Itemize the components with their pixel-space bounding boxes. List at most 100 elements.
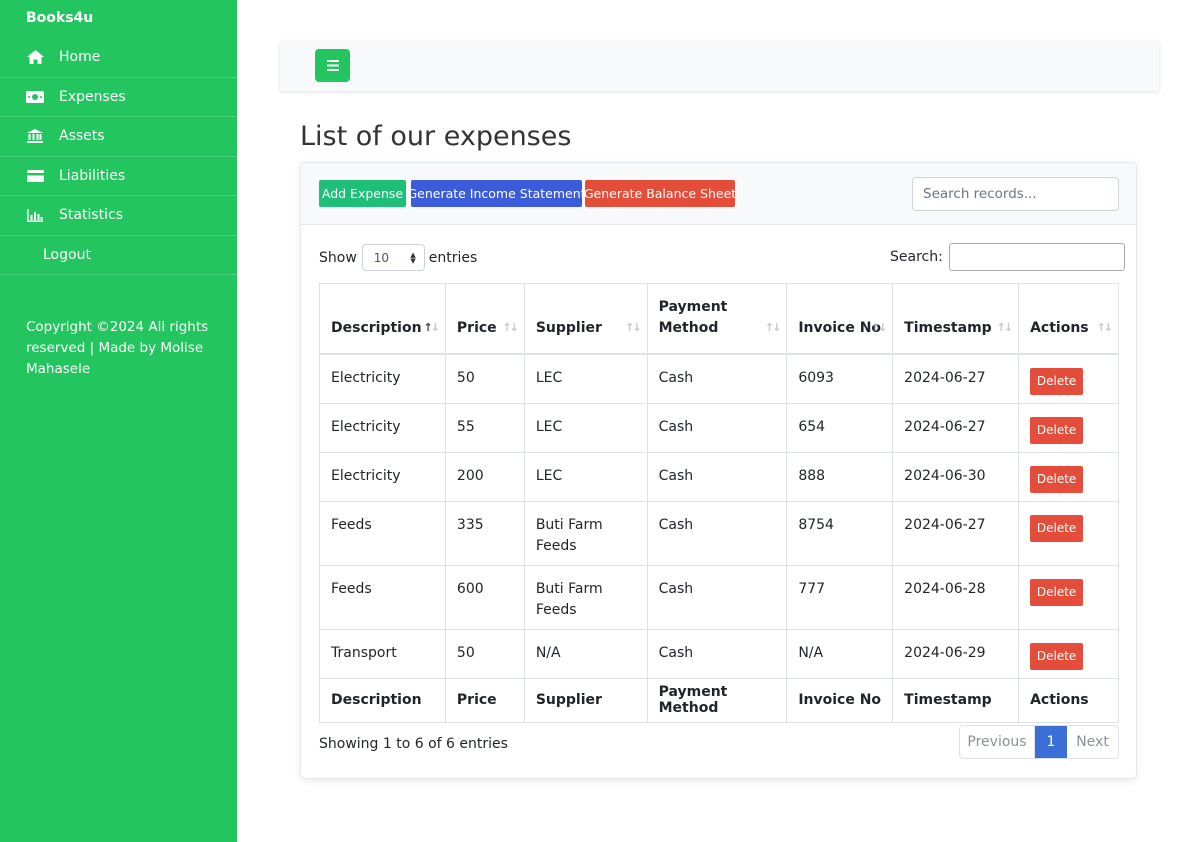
sidebar-item-label: Liabilities: [59, 167, 126, 184]
sort-icon: ↑↓: [423, 321, 440, 334]
column-header-invoice-no[interactable]: Invoice No ↑↓: [786, 283, 894, 355]
column-header-label: Actions: [1030, 320, 1089, 336]
cell-invoice-no: 8754: [786, 500, 894, 566]
cell-description: Electricity: [319, 451, 446, 502]
generate-balance-sheet-button[interactable]: Generate Balance Sheet: [584, 180, 736, 207]
cell-actions: Delete: [1018, 451, 1119, 502]
delete-button[interactable]: Delete: [1030, 416, 1084, 444]
cell-payment-method: Cash: [646, 500, 788, 566]
cell-invoice-no: 888: [786, 451, 894, 502]
sidebar-item-assets[interactable]: Assets: [0, 117, 237, 157]
sidebar: Books4u Home Expenses Assets Liabilities: [0, 0, 237, 842]
delete-button[interactable]: Delete: [1030, 642, 1084, 670]
table-row: Transport 50 N/A Cash N/A 2024-06-29 Del…: [319, 628, 1119, 679]
cell-timestamp: 2024-06-27: [892, 402, 1020, 453]
cell-timestamp: 2024-06-27: [892, 500, 1020, 566]
sidebar-item-home[interactable]: Home: [0, 38, 237, 78]
delete-button[interactable]: Delete: [1030, 368, 1084, 395]
cell-price: 335: [444, 500, 525, 566]
cell-timestamp: 2024-06-29: [892, 628, 1020, 679]
entries-select[interactable]: 10 ▲ ▼: [361, 244, 425, 271]
cell-price: 55: [444, 402, 525, 453]
top-navbar: [280, 41, 1159, 91]
cell-description: Electricity: [319, 402, 446, 453]
footer-header-supplier: Supplier: [523, 677, 648, 723]
cell-price: 200: [444, 451, 525, 502]
column-header-actions[interactable]: Actions ↑↓: [1018, 283, 1119, 355]
footer-header-invoice-no: Invoice No: [786, 677, 894, 723]
column-header-description[interactable]: Description ↑↓: [319, 283, 446, 355]
credit-card-icon: [26, 169, 44, 183]
cell-actions: Delete: [1018, 564, 1119, 630]
cell-timestamp: 2024-06-30: [892, 451, 1020, 502]
add-expense-button[interactable]: Add Expense: [319, 180, 406, 207]
sidebar-toggle-button[interactable]: [315, 49, 350, 82]
column-header-price[interactable]: Price ↑↓: [444, 283, 525, 355]
generate-income-statement-button[interactable]: Generate Income Statement: [407, 180, 586, 207]
column-header-label: Supplier: [535, 320, 602, 336]
pagination-next-button[interactable]: Next: [1076, 734, 1109, 750]
table-search-input[interactable]: [948, 243, 1125, 271]
search-label: Search:: [890, 249, 943, 265]
cell-timestamp: 2024-06-27: [892, 353, 1020, 404]
cell-supplier: LEC: [523, 353, 648, 404]
column-header-label: Price: [456, 320, 497, 336]
delete-button[interactable]: Delete: [1030, 514, 1084, 542]
cell-description: Transport: [319, 628, 446, 679]
cell-supplier: Buti Farm Feeds: [523, 564, 648, 630]
sidebar-item-label: Statistics: [59, 207, 123, 224]
select-arrows-icon: ▲ ▼: [410, 250, 416, 265]
sort-icon: ↑↓: [764, 321, 782, 334]
card-header: Add Expense Generate Income Statement Ge…: [301, 163, 1136, 225]
cell-actions: Delete: [1018, 628, 1119, 679]
entries-length-control: Show 10 ▲ ▼ entries: [319, 244, 477, 271]
cell-description: Feeds: [319, 500, 446, 566]
sort-icon: ↑↓: [870, 321, 888, 334]
cell-supplier: N/A: [523, 628, 648, 679]
cell-actions: Delete: [1018, 402, 1119, 453]
sidebar-item-liabilities[interactable]: Liabilities: [0, 157, 237, 196]
table-search-control: Search:: [890, 243, 1125, 271]
footer-header-actions: Actions: [1018, 677, 1119, 723]
footer-header-timestamp: Timestamp: [892, 677, 1020, 723]
sidebar-item-logout[interactable]: Logout: [0, 236, 237, 275]
brand-logo[interactable]: Books4u: [26, 10, 94, 26]
sort-icon: ↑↓: [625, 321, 642, 334]
table-row: Feeds 600 Buti Farm Feeds Cash 777 2024-…: [319, 564, 1119, 630]
search-records-input[interactable]: [912, 177, 1119, 211]
table-row: Electricity 55 LEC Cash 654 2024-06-27 D…: [319, 402, 1119, 453]
sort-icon: ↑↓: [996, 321, 1014, 334]
cell-payment-method: Cash: [646, 564, 788, 630]
cell-payment-method: Cash: [646, 402, 788, 453]
cell-payment-method: Cash: [646, 353, 788, 404]
column-header-label: Payment Method: [658, 299, 728, 336]
sidebar-item-statistics[interactable]: Statistics: [0, 196, 237, 236]
delete-button[interactable]: Delete: [1030, 578, 1084, 606]
table-header-row: Description ↑↓ Price ↑↓ Supplier ↑↓ Payment…: [319, 283, 1119, 355]
copyright-text: Copyright ©2024 All rights reserved | Ma…: [26, 319, 209, 377]
entries-label: entries: [428, 249, 478, 266]
cell-payment-method: Cash: [646, 451, 788, 502]
sidebar-item-label: Assets: [59, 128, 105, 145]
bank-icon: [26, 129, 44, 144]
cell-price: 600: [444, 564, 525, 630]
column-header-payment-method[interactable]: Payment Method ↑↓: [646, 283, 788, 355]
table-row: Electricity 200 LEC Cash 888 2024-06-30 …: [319, 451, 1119, 502]
show-label: Show: [319, 249, 357, 266]
cell-invoice-no: 654: [786, 402, 894, 453]
cell-actions: Delete: [1018, 353, 1119, 404]
cell-supplier: LEC: [523, 451, 648, 502]
cell-description: Feeds: [319, 564, 446, 630]
sidebar-item-expenses[interactable]: Expenses: [0, 78, 237, 117]
footer-header-price: Price: [444, 677, 525, 723]
pagination-previous-button[interactable]: Previous: [960, 726, 1035, 758]
cell-supplier: Buti Farm Feeds: [523, 500, 648, 566]
cell-supplier: LEC: [523, 402, 648, 453]
column-header-timestamp[interactable]: Timestamp ↑↓: [892, 283, 1020, 355]
expenses-table: Description ↑↓ Price ↑↓ Supplier ↑↓ Payment…: [319, 283, 1119, 723]
hamburger-icon: [326, 56, 339, 75]
column-header-supplier[interactable]: Supplier ↑↓: [523, 283, 648, 355]
delete-button[interactable]: Delete: [1030, 465, 1084, 493]
expenses-card: Add Expense Generate Income Statement Ge…: [300, 162, 1137, 779]
pagination-page-1-button[interactable]: 1: [1035, 726, 1067, 758]
